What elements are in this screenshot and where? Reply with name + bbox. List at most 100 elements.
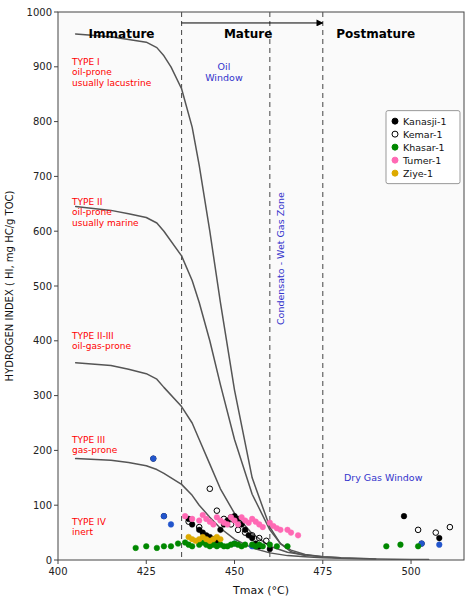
- sample-point: [175, 541, 181, 547]
- legend-label: Tumer-1: [402, 155, 441, 166]
- y-tick: [54, 231, 58, 232]
- legend-box: [386, 111, 460, 184]
- sample-point: [436, 542, 442, 548]
- y-tick-label: 800: [33, 116, 52, 127]
- kerogen-type-label: TYPE II-IIIoil-gas-prone: [71, 331, 131, 351]
- y-tick: [54, 12, 58, 13]
- zone-label: Immature: [89, 27, 155, 41]
- sample-point: [447, 524, 453, 530]
- sample-point: [285, 544, 291, 550]
- sample-point: [274, 544, 280, 550]
- x-tick: [146, 560, 147, 564]
- sample-point: [196, 518, 202, 524]
- x-tick: [234, 560, 235, 564]
- sample-point: [436, 535, 442, 541]
- kerogen-curve: [76, 34, 305, 556]
- window-label: Condensato - Wet Gas Zone: [275, 192, 286, 325]
- window-label: Dry Gas Window: [344, 472, 423, 483]
- y-tick: [54, 395, 58, 396]
- sample-point: [182, 513, 188, 519]
- y-tick: [54, 450, 58, 451]
- sample-point: [214, 508, 220, 514]
- y-tick: [54, 121, 58, 122]
- sample-point: [235, 522, 241, 528]
- sample-point: [154, 545, 160, 551]
- legend: Kanasji-1 Kemar-1 Khasar-1 Tumer-1 Ziye-1: [386, 111, 460, 184]
- zone-arrow: [182, 22, 323, 23]
- sample-point: [260, 524, 266, 530]
- x-tick: [411, 560, 412, 564]
- sample-point: [242, 530, 248, 536]
- legend-marker: [392, 170, 398, 176]
- y-tick-label: 200: [33, 445, 52, 456]
- plot-frame: [58, 12, 464, 560]
- sample-point: [433, 530, 439, 536]
- sample-point: [249, 533, 255, 539]
- sample-point: [242, 542, 248, 548]
- y-tick-label: 500: [33, 281, 52, 292]
- sample-point: [218, 527, 224, 533]
- x-tick-label: 400: [48, 566, 67, 577]
- y-tick: [54, 560, 58, 561]
- sample-point: [278, 527, 284, 533]
- sample-point: [288, 530, 294, 536]
- x-axis-label: Tmax (°C): [232, 584, 289, 597]
- sample-point: [207, 486, 213, 492]
- y-tick: [54, 340, 58, 341]
- y-tick: [54, 176, 58, 177]
- sample-point: [218, 536, 224, 542]
- x-tick-label: 425: [137, 566, 156, 577]
- zone-boundary: [269, 12, 270, 560]
- x-tick-label: 475: [313, 566, 332, 577]
- chart: 4004254504755000100200300400500600700800…: [0, 0, 474, 604]
- zone-boundary: [322, 12, 323, 560]
- sample-point: [168, 522, 174, 528]
- legend-label: Ziye-1: [403, 168, 433, 179]
- sample-point: [196, 524, 202, 530]
- sample-point: [168, 544, 174, 550]
- annotations: Immature Mature Postmature TYPE Ioil-proneu…: [71, 23, 423, 537]
- sample-point: [151, 456, 157, 462]
- legend-label: Kanasji-1: [403, 116, 446, 127]
- zone-label: Postmature: [336, 27, 415, 41]
- y-tick-label: 600: [33, 226, 52, 237]
- y-tick-label: 700: [33, 171, 52, 182]
- zone-boundary: [181, 12, 182, 560]
- sample-point: [133, 545, 139, 551]
- sample-point: [189, 544, 195, 550]
- sample-point: [415, 527, 421, 533]
- axes: 4004254504755000100200300400500600700800…: [27, 7, 421, 578]
- sample-point: [161, 513, 167, 519]
- legend-marker: [392, 144, 398, 150]
- y-tick: [54, 505, 58, 506]
- y-tick-label: 300: [33, 390, 52, 401]
- kerogen-type-label: TYPE IIoil-proneusually marine: [71, 197, 139, 228]
- sample-point: [225, 522, 231, 528]
- y-tick-label: 1000: [27, 7, 52, 18]
- x-tick-label: 500: [401, 566, 420, 577]
- legend-marker: [392, 131, 398, 137]
- kerogen-type-label: TYPE Ioil-proneusually lacustrine: [71, 57, 152, 88]
- kerogen-type-label: TYPE IIIgas-prone: [71, 435, 118, 455]
- legend-marker: [392, 157, 398, 163]
- sample-point: [384, 544, 390, 550]
- window-label: OilWindow: [205, 61, 243, 83]
- y-tick-label: 400: [33, 335, 52, 346]
- sample-point: [260, 544, 266, 550]
- sample-point: [189, 516, 195, 522]
- legend-label: Kemar-1: [403, 129, 442, 140]
- y-tick-label: 900: [33, 61, 52, 72]
- y-axis-label: HYDROGEN INDEX ( HI, mg HC/g TOC): [4, 191, 15, 382]
- legend-marker: [392, 118, 398, 124]
- sample-point: [401, 513, 407, 519]
- sample-point: [256, 535, 262, 541]
- sample-point: [235, 527, 241, 533]
- plot-area: [76, 12, 453, 560]
- sample-point: [211, 522, 217, 528]
- sample-point: [143, 544, 149, 550]
- sample-point: [151, 456, 157, 462]
- y-tick: [54, 286, 58, 287]
- legend-label: Khasar-1: [403, 142, 445, 153]
- zone-label: Mature: [224, 27, 272, 41]
- sample-point: [161, 513, 167, 519]
